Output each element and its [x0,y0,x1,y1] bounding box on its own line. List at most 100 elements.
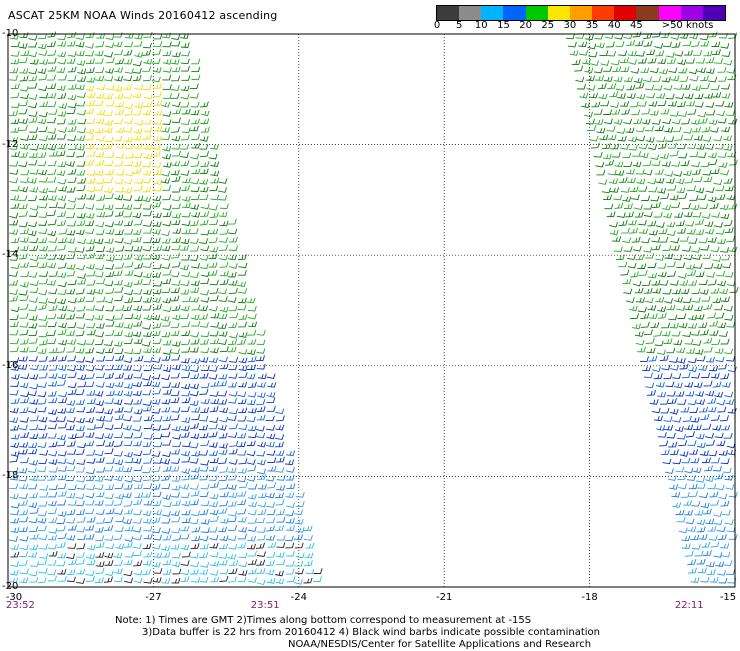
wind-barb [37,391,47,398]
wind-barb [37,577,47,584]
wind-barb [58,422,68,429]
wind-barb [606,211,616,218]
wind-barb [180,492,190,499]
wind-barb [190,204,200,210]
wind-barb [151,451,161,457]
wind-barb [67,449,77,455]
wind-barb [38,176,48,183]
wind-barb [86,424,96,430]
wind-barb [133,465,143,471]
wind-barb [47,279,56,286]
wind-barb [200,483,210,490]
wind-barb [113,118,123,125]
wind-barb [643,287,653,294]
wind-barb [181,509,191,516]
wind-barb [690,534,700,541]
wind-barb [115,58,125,65]
wind-barb [728,118,738,125]
wind-barb [162,297,172,304]
wind-barb [718,331,728,337]
wind-barb [180,143,190,150]
wind-barb [134,84,144,91]
wind-barb [246,349,256,356]
wind-barb [9,255,19,261]
wind-barb [219,500,229,507]
wind-barb [696,144,706,150]
wind-barb [719,288,729,295]
wind-barb [721,551,731,558]
wind-barb [67,168,77,175]
wind-barb [643,203,653,210]
wind-barb [19,407,29,414]
wind-barb [104,142,114,150]
wind-barb [48,288,58,295]
wind-barb [10,185,20,192]
wind-barb [636,178,646,185]
wind-barb [67,197,77,203]
wind-barb [653,373,663,380]
wind-barb [124,451,133,458]
wind-barb [219,346,229,353]
wind-barb [143,221,153,227]
wind-barb [76,212,86,219]
wind-barb [228,263,238,269]
wind-barb [199,432,209,439]
wind-barb [256,567,266,575]
wind-barb [685,431,695,438]
wind-barb [10,51,20,57]
wind-barb [257,382,267,388]
wind-barb [603,194,613,201]
wind-barb [161,398,171,405]
wind-barb [132,236,142,243]
colorbar-label: 40 [607,20,621,31]
wind-barb [677,399,687,405]
wind-barb [651,119,661,125]
colorbar-label: 20 [519,20,532,31]
wind-barb [672,373,682,379]
wind-barb [692,340,702,346]
colorbar-swatch [680,6,703,20]
wind-barb [285,510,295,516]
wind-barb [134,33,144,40]
wind-barb [9,577,19,584]
wind-barb [124,432,134,439]
wind-barb [711,457,720,464]
wind-barb [19,551,29,557]
wind-barb [171,175,181,183]
wind-barb [238,365,248,372]
wind-barb [114,93,124,99]
wind-barb [607,134,617,141]
wind-barb [66,151,76,158]
wind-barb [143,58,153,65]
wind-barb [29,186,39,193]
wind-barb [75,50,85,57]
wind-barb [712,297,722,303]
wind-barb [676,101,686,107]
wind-barb [698,237,708,244]
wind-barb [85,533,95,540]
wind-barb [124,525,134,532]
wind-barb [123,373,133,380]
wind-barb [708,450,718,457]
wind-barb [603,66,613,72]
wind-barb [38,315,48,321]
wind-barb [133,278,143,285]
wind-barb [19,295,29,301]
wind-barb [647,220,657,227]
wind-barb [676,516,686,523]
wind-barb [95,253,105,260]
wind-barb [47,133,57,140]
wind-barb [199,474,209,481]
wind-barb [77,442,87,449]
wind-barb [161,551,171,558]
wind-barb [181,517,191,523]
wind-barb [624,211,634,218]
wind-barb [86,289,96,295]
wind-barb [727,151,737,158]
wind-barb [28,483,38,490]
wind-barb [721,83,731,90]
wind-barb [707,196,717,203]
wind-barb [134,355,144,362]
wind-barb [124,245,134,252]
wind-barb [662,204,672,211]
